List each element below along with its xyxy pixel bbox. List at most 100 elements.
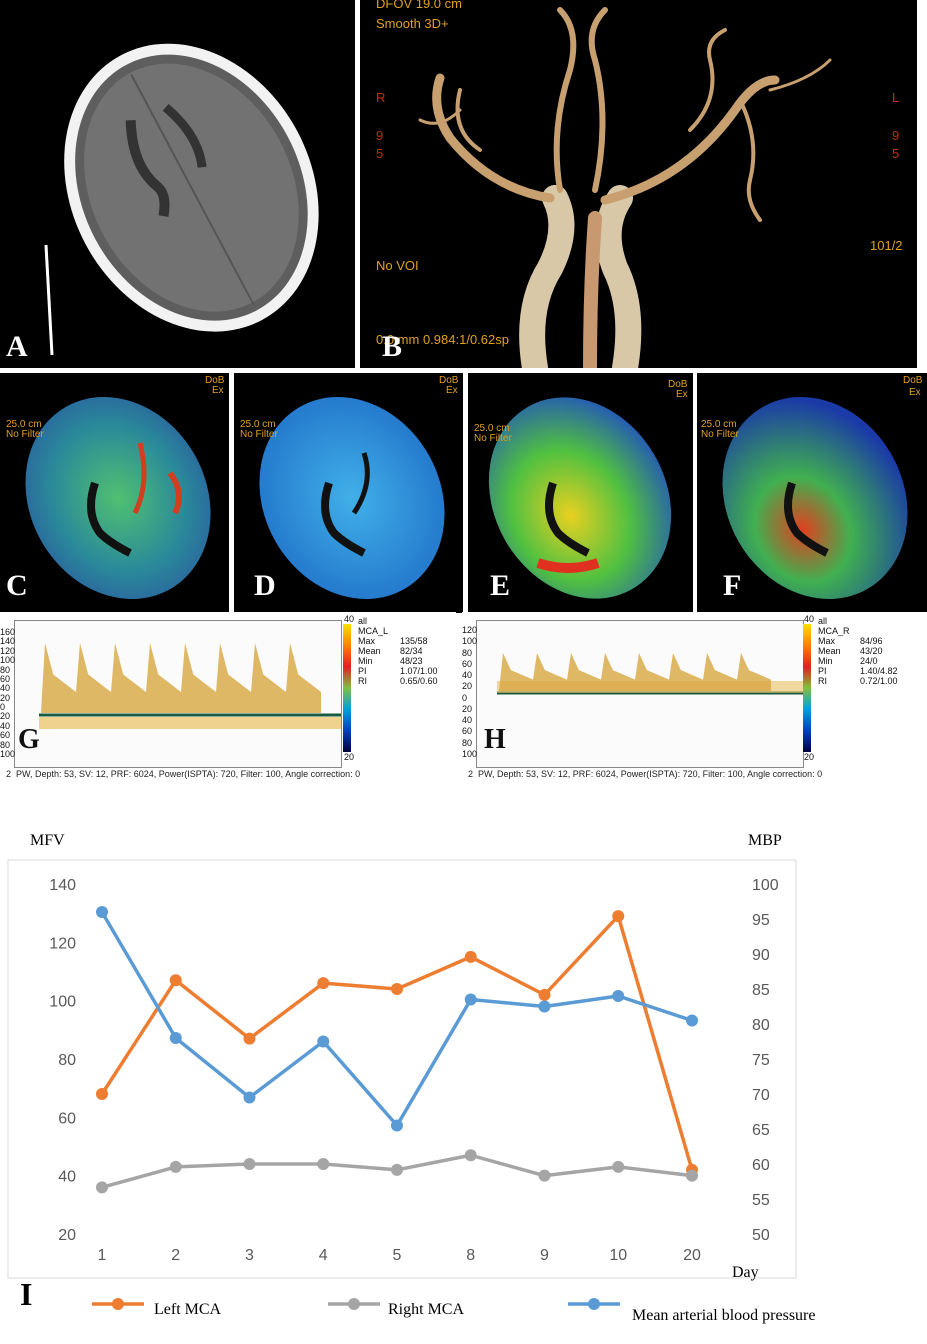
panel-label-d: D	[254, 569, 276, 602]
g-vessel: MCA_L	[358, 626, 389, 636]
mfv-mbp-line-chart: 2040608010012014050556065707580859095100…	[7, 859, 797, 1310]
y2-tick-label: 85	[752, 982, 770, 999]
perfusion-map-e	[488, 397, 672, 599]
doppler-g-box	[14, 620, 342, 768]
panel-e-perfusion: 25.0 cm No Filter DoB Ex E	[468, 373, 693, 613]
data-point	[538, 1000, 551, 1013]
perfusion-map-d	[259, 396, 445, 600]
x-tick-label: 5	[393, 1247, 402, 1264]
corner2-e: Ex	[676, 389, 688, 400]
left-num-2: 5	[376, 146, 384, 161]
perfusion-map-f	[722, 396, 908, 600]
corner1-e: DoB	[668, 379, 688, 390]
g-pi-val: 1.07/1.00	[400, 666, 438, 676]
h-ri-label: RI	[818, 676, 827, 686]
panel-label-c: C	[6, 569, 28, 602]
g-min-val: 48/23	[400, 656, 423, 666]
corner2-d: Ex	[446, 385, 458, 396]
g-ri-label: RI	[358, 676, 367, 686]
panel-a-ct-image: A	[0, 0, 355, 368]
doppler-scale-tick: 100	[0, 749, 16, 759]
right-num-1: 9	[892, 128, 900, 143]
doppler-scale-tick: 140	[0, 636, 16, 647]
data-point	[538, 1169, 551, 1182]
panel-label-a: A	[6, 330, 28, 363]
doppler-scale-tick: 40	[0, 720, 11, 731]
doppler-scale-tick: 120	[462, 625, 478, 635]
y2-tick-label: 75	[752, 1052, 770, 1069]
doppler-scale-tick: 80	[0, 664, 11, 675]
data-point	[391, 1119, 403, 1132]
h-vessel: MCA_R	[818, 626, 850, 636]
x-tick-label: 10	[609, 1247, 627, 1264]
h-pi-label: PI	[818, 666, 827, 676]
filter-c: No Filter	[6, 429, 44, 440]
doppler-scale-tick: 100	[0, 655, 16, 666]
data-point	[538, 988, 551, 1001]
doppler-scale-tick: 20	[462, 703, 473, 714]
doppler-scale-tick: 60	[462, 658, 473, 669]
g-colorbar-bottom: 20	[344, 752, 355, 762]
data-point	[317, 1158, 330, 1170]
panel-label-b: B	[382, 330, 403, 363]
g-max-label: Max	[358, 636, 376, 646]
data-point	[96, 1088, 108, 1100]
panel-label-h: H	[484, 724, 506, 755]
data-point	[96, 906, 108, 918]
y2-tick-label: 50	[752, 1227, 770, 1244]
panel-label-e: E	[490, 569, 511, 602]
data-point	[612, 1160, 625, 1173]
doppler-h-spectrum	[497, 653, 803, 695]
y2-tick-label: 100	[752, 877, 779, 894]
x-tick-label: 8	[466, 1247, 475, 1264]
data-point	[243, 1158, 256, 1170]
panel-label-f: F	[723, 569, 742, 602]
g-min-label: Min	[358, 656, 373, 666]
legend-mean-arterial-bp: Mean arterial blood pressure	[632, 1307, 816, 1324]
h-colorbar	[803, 624, 811, 752]
doppler-scale-tick: 80	[0, 739, 11, 750]
y-axis-title-right: MBP	[748, 832, 782, 849]
filter-e: No Filter	[474, 433, 512, 444]
y-tick-label: 120	[49, 935, 76, 952]
x-tick-label: 9	[540, 1247, 549, 1264]
doppler-scale-tick: 80	[462, 737, 473, 748]
doppler-scale-tick: 40	[0, 683, 11, 694]
data-point	[612, 910, 625, 923]
data-point	[391, 983, 403, 995]
bottom-info: 0.0 mm 0.984:1/0.62sp	[376, 332, 509, 347]
h-min-label: Min	[818, 656, 833, 666]
no-voi-text: No VOI	[376, 258, 419, 273]
legend-marker	[588, 1298, 600, 1310]
data-point	[169, 1032, 182, 1044]
h-caption: 2 PW, Depth: 53, SV: 12, PRF: 6024, Powe…	[468, 769, 823, 779]
g-pi-label: PI	[358, 666, 367, 676]
x-tick-label: 1	[98, 1247, 107, 1264]
image-index: 101/2	[870, 238, 903, 253]
data-point	[243, 1091, 256, 1104]
corner2-f: Ex	[909, 387, 921, 398]
dfov-text: DFOV 19.0 cm	[376, 0, 462, 11]
doppler-scale-tick: 20	[462, 681, 473, 692]
doppler-scale-tick: 120	[0, 645, 16, 656]
doppler-scale-tick: 60	[0, 673, 11, 684]
chart-frame	[7, 859, 797, 1279]
x-tick-label: 20	[683, 1247, 701, 1264]
filter-f: No Filter	[701, 429, 739, 440]
data-point	[464, 993, 477, 1006]
y-tick-label: 40	[58, 1169, 76, 1186]
data-point	[243, 1032, 256, 1045]
data-point	[686, 1169, 698, 1182]
fov-e: 25.0 cm	[474, 423, 510, 434]
panel-i-chart: MFV MBP 20 40 60 80 100 120 140 50 55 60 65 70 75 80 8…	[0, 820, 927, 1339]
ct-brain-image	[44, 43, 319, 356]
h-mean-label: Mean	[818, 646, 841, 656]
data-point	[391, 1163, 403, 1176]
doppler-scale-tick: 100	[462, 749, 478, 759]
doppler-h-box	[476, 620, 804, 768]
doppler-scale-tick: 20	[0, 711, 11, 722]
x-tick-label: 3	[245, 1247, 254, 1264]
h-max-val: 84/96	[860, 636, 883, 646]
perfusion-map-c	[25, 396, 211, 600]
fov-d: 25.0 cm	[240, 419, 276, 430]
